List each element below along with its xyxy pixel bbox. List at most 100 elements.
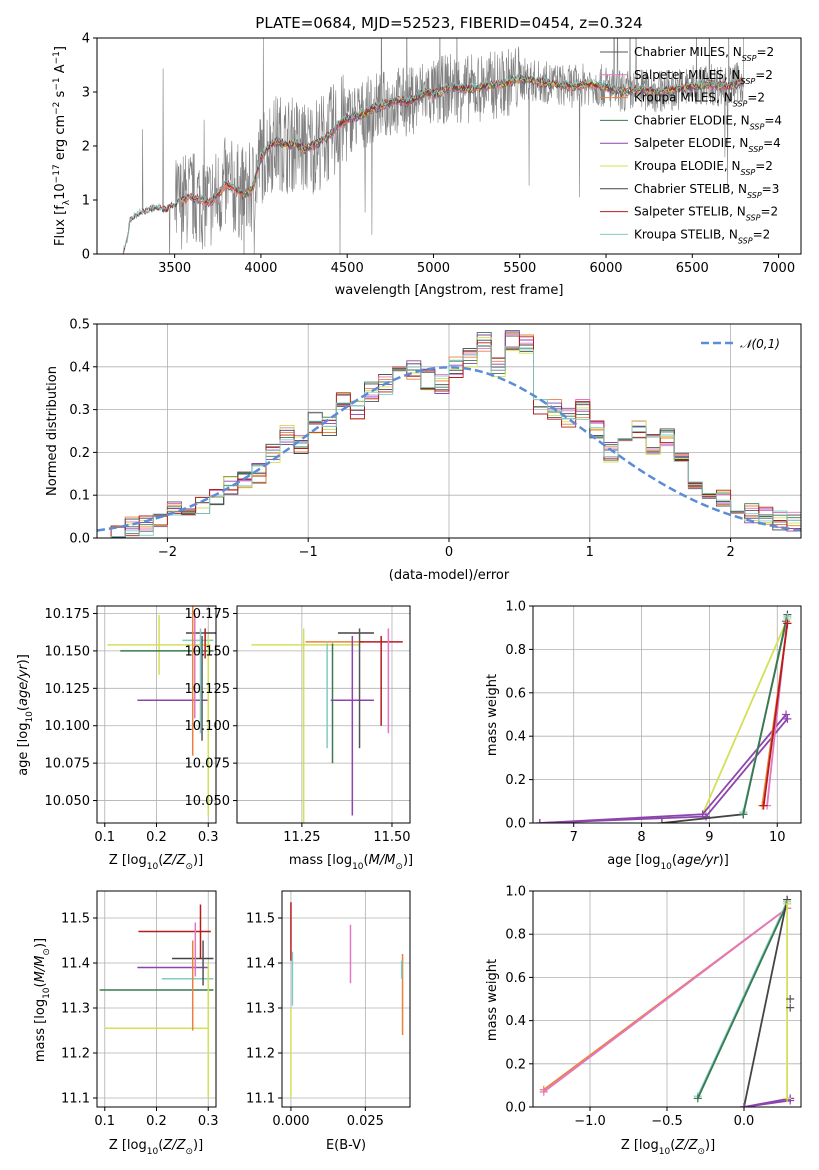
x-tick-label: 7 bbox=[570, 830, 578, 845]
age-vs-z-y-label-part: age/yr bbox=[16, 663, 31, 706]
spectrum-x-label: wavelength [Angstrom, rest frame] bbox=[335, 283, 564, 298]
weight-line bbox=[743, 899, 788, 1107]
x-tick-label: 0 bbox=[445, 545, 453, 560]
residuals-frame bbox=[96, 323, 802, 539]
age-vs-z-y-label: age [log10(age/yr)] bbox=[16, 654, 35, 776]
weight-marker bbox=[698, 810, 707, 819]
y-tick-label: 10.125 bbox=[45, 682, 91, 697]
mass_vs_Z-frame bbox=[96, 890, 217, 1108]
x-tick-label: 5000 bbox=[417, 261, 450, 276]
spectrum-frame bbox=[96, 37, 802, 255]
mass-vs-z-x-label-part: )] bbox=[193, 1138, 203, 1153]
mass_vs_ebv-axes: 0.000 0.025 11.1 11.2 11.3 11.4 11.5 bbox=[246, 891, 410, 1129]
residuals-plot-area bbox=[97, 330, 801, 538]
age-vs-z-x-label-part: Z/Z bbox=[162, 853, 186, 868]
weight-vs-z-x-label-part: Z [log bbox=[621, 1138, 659, 1153]
spectrum-y-label-part: erg cm bbox=[53, 115, 68, 164]
spectrum-y-label-part: s bbox=[53, 90, 68, 101]
legend-sub: SSP bbox=[733, 99, 748, 108]
x-tick-label: 3500 bbox=[158, 261, 191, 276]
spectrum-y-label-part: −1 bbox=[52, 51, 62, 64]
x-tick-label: 6000 bbox=[589, 261, 622, 276]
age-vs-z-y-label-part: )] bbox=[16, 654, 31, 664]
x-tick-label: 0.3 bbox=[198, 830, 219, 845]
x-tick-label: 7000 bbox=[762, 261, 795, 276]
weight-vs-z-x-label-part: 10 bbox=[659, 1147, 671, 1157]
legend-sub: SSP bbox=[747, 190, 762, 199]
histogram-kroupa-stelib bbox=[97, 344, 801, 538]
weight-vs-age-x-label-part: ( bbox=[672, 853, 677, 868]
x-tick-label: 6500 bbox=[676, 261, 709, 276]
age_vs_Z-plot-area bbox=[107, 606, 216, 816]
y-tick-label: 10.150 bbox=[45, 644, 91, 659]
y-tick-label: 0.5 bbox=[69, 318, 90, 333]
weight-line bbox=[543, 907, 788, 1093]
observed-spectrum-line bbox=[122, 38, 744, 254]
mass-vs-ebv-x-label: E(B-V) bbox=[326, 1138, 366, 1153]
x-tick-label: −1.0 bbox=[574, 1114, 606, 1129]
weight_vs_Z-axes: −1.0 −0.5 0.0 0.0 0.2 0.4 0.6 0.8 1.0 bbox=[505, 885, 801, 1129]
legend-value: =4 bbox=[764, 113, 782, 127]
residuals-x-label: (data-model)/error bbox=[389, 568, 510, 583]
weight-vs-age-y-label: mass weight bbox=[485, 674, 500, 756]
age-vs-mass-x-label-part: 10 bbox=[352, 862, 364, 872]
mass-vs-z-y-label-part: M/M bbox=[33, 956, 48, 983]
weight-line bbox=[539, 718, 789, 823]
weight-marker bbox=[535, 819, 544, 823]
legend-sub: SSP bbox=[738, 236, 753, 245]
y-tick-label: 0.2 bbox=[505, 773, 526, 788]
x-tick-label: 0.1 bbox=[94, 1114, 115, 1129]
legend-entry: Kroupa ELODIE, NSSP=2 bbox=[634, 159, 773, 177]
legend-value: =2 bbox=[756, 45, 774, 59]
weight-vs-age-x-label-part: age [log bbox=[607, 853, 660, 868]
mass-vs-z-x-label-part: Z/Z bbox=[162, 1138, 186, 1153]
legend-text: Kroupa STELIB, N bbox=[634, 227, 738, 241]
y-tick-label: 3 bbox=[82, 86, 90, 101]
y-tick-label: 11.4 bbox=[61, 957, 90, 972]
age_vs_Z-axes: 0.1 0.2 0.3 10.050 10.075 10.100 10.125 10.150 1… bbox=[45, 606, 219, 845]
mass-vs-z-y-label-part: mass [log bbox=[33, 999, 48, 1062]
y-tick-label: 10.150 bbox=[185, 644, 231, 659]
x-tick-label: 1 bbox=[586, 545, 594, 560]
weight-marker bbox=[783, 619, 792, 628]
y-tick-label: 0.6 bbox=[505, 971, 526, 986]
weight-line bbox=[701, 618, 789, 815]
weight-marker bbox=[539, 1087, 548, 1096]
x-tick-label: −2 bbox=[158, 545, 177, 560]
weight_vs_age-frame bbox=[532, 605, 802, 824]
legend-text: Chabrier ELODIE, N bbox=[634, 113, 750, 127]
weight_vs_age-axes: 7 8 9 10 0.0 0.2 0.4 0.6 0.8 1.0 bbox=[505, 600, 801, 845]
mass-vs-z-x-label: Z [log10(Z/Z⊙)] bbox=[109, 1138, 203, 1157]
weight-marker bbox=[740, 1103, 749, 1107]
spectrum-y-label-part: −1 bbox=[52, 77, 62, 90]
legend-sub: SSP bbox=[750, 122, 765, 131]
weight-vs-age-x-label: age [log10(age/yr)] bbox=[607, 853, 729, 872]
y-tick-label: 1.0 bbox=[505, 885, 526, 900]
y-tick-label: 4 bbox=[82, 32, 90, 47]
spectrum-y-label-part: A bbox=[53, 64, 68, 77]
spectrum-y-label-part: ] bbox=[53, 46, 68, 51]
y-tick-label: 0.1 bbox=[69, 489, 90, 504]
y-tick-label: 11.5 bbox=[246, 912, 275, 927]
spectrum-y-label-part: −17 bbox=[52, 164, 62, 183]
y-tick-label: 0.2 bbox=[505, 1057, 526, 1072]
mass-vs-z-y-label-part: ( bbox=[33, 982, 48, 987]
weight-vs-age-x-label-part: )] bbox=[719, 853, 729, 868]
y-tick-label: 0.0 bbox=[505, 817, 526, 832]
spectrum-y-label-part: −2 bbox=[52, 102, 62, 115]
y-tick-label: 0.0 bbox=[505, 1101, 526, 1116]
x-tick-label: 0.2 bbox=[146, 1114, 167, 1129]
age_vs_mass-plot-area bbox=[251, 628, 403, 823]
y-tick-label: 10.075 bbox=[185, 757, 231, 772]
y-tick-label: 10.050 bbox=[185, 794, 231, 809]
legend-text: Chabrier MILES, N bbox=[634, 45, 742, 59]
mass_vs_Z-axes: 0.1 0.2 0.3 11.1 11.2 11.3 11.4 11.5 bbox=[61, 891, 219, 1129]
spectrum-y-label-part: λ bbox=[62, 199, 72, 205]
legend-entry: Chabrier STELIB, NSSP=3 bbox=[634, 182, 779, 200]
spectrum-y-label: Flux [fλ10−17 erg cm−2 s−1 A−1] bbox=[52, 46, 72, 246]
mass-vs-z-x-label-part: Z [log bbox=[109, 1138, 147, 1153]
legend-sub: SSP bbox=[742, 54, 757, 63]
y-tick-label: 1 bbox=[82, 194, 90, 209]
age-vs-z-x-label-part: ( bbox=[158, 853, 163, 868]
